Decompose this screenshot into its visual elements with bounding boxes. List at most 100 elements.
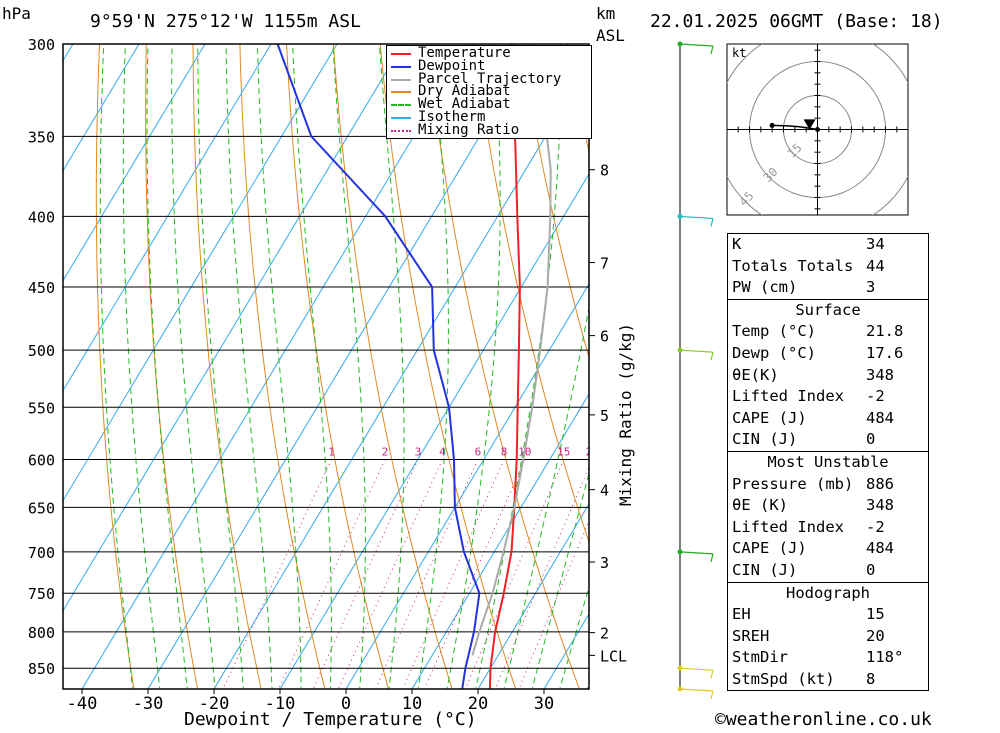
isotherm-line (279, 173, 589, 689)
height-tick-label: 5 (600, 407, 609, 425)
wind-barb (679, 688, 714, 700)
legend-entry: Parcel Trajectory (387, 70, 587, 87)
hodograph-title: Hodograph (786, 583, 870, 602)
mu-li-label: Lifted Index (732, 517, 844, 536)
isotherm-line (81, 44, 470, 689)
mixing-ratio-label: 2 (382, 445, 389, 458)
pressure-tick-label: 800 (28, 624, 55, 642)
mixing-ratio-label: 6 (475, 445, 482, 458)
mixing-ratio-axis-label: Mixing Ratio (g/kg) (616, 322, 635, 506)
isotherm-line (0, 44, 7, 689)
pressure-unit-label: hPa (2, 4, 31, 23)
copyright-link[interactable]: ©weatheronline.co.uk (715, 709, 932, 730)
wind-barb (679, 349, 714, 361)
wet-adiabat-line (378, 44, 405, 689)
stmdir-value: 118° (866, 648, 904, 667)
dry-adiabat-line (473, 44, 589, 544)
isotherm-line (63, 44, 140, 172)
wet-adiabat-line (531, 470, 589, 689)
pressure-tick-label: 850 (28, 660, 55, 678)
pressure-tick-label: 550 (28, 399, 55, 417)
sfc-li-label: Lifted Index (732, 387, 844, 406)
pw-label: PW (cm) (732, 278, 798, 297)
dry-adiabat-line (520, 44, 589, 360)
dry-adiabat-line (95, 44, 135, 689)
legend-entry: Dewpoint (387, 59, 587, 73)
wind-barb (679, 215, 714, 227)
dry-adiabat-line (192, 44, 262, 689)
sfc-dewp-label: Dewp (°C) (732, 343, 816, 362)
dry-adiabat-line (239, 44, 326, 689)
hodograph-trace (772, 124, 818, 131)
legend-label: Mixing Ratio (418, 121, 520, 138)
mu-cape-label: CAPE (J) (732, 539, 807, 558)
pressure-tick-label: 650 (28, 499, 55, 517)
legend-label: Parcel Trajectory (418, 70, 562, 87)
legend-entry: Wet Adiabat (387, 97, 587, 111)
sfc-cape-value: 484 (866, 408, 894, 427)
legend-label: Isotherm (418, 109, 486, 125)
k-label: K (732, 235, 742, 253)
wet-adiabat-line (197, 44, 244, 689)
mixing-ratio-label: 4 (439, 445, 446, 458)
pressure-tick-label: 400 (28, 208, 55, 226)
height-tick-label: LCL (600, 647, 627, 665)
hodograph-trace-end (769, 122, 775, 128)
wet-adiabat-line (292, 44, 332, 689)
datetime-title: 22.01.2025 06GMT (Base: 18) (650, 11, 943, 32)
legend-swatch (391, 78, 411, 81)
wet-adiabat-line (446, 44, 501, 689)
sreh-label: SREH (732, 626, 770, 645)
legend-swatch (391, 91, 411, 94)
sfc-thetae-label: θE(K) (732, 365, 779, 384)
x-tick-label: -20 (199, 694, 230, 714)
height-tick-label: 6 (600, 328, 609, 346)
sreh-value: 20 (866, 626, 885, 645)
wet-adiabat-line (417, 44, 449, 689)
dry-adiabat-line (145, 44, 199, 689)
dewpoint-series (276, 44, 481, 689)
temperature-series (488, 44, 521, 689)
eh-value: 15 (866, 605, 885, 624)
profile-series (276, 44, 552, 689)
sfc-li-value: -2 (866, 387, 885, 406)
legend-entry: Isotherm (387, 109, 587, 125)
height-tick-label: 2 (600, 625, 609, 643)
mu-pressure-value: 886 (866, 474, 894, 493)
hodograph-section: Hodograph EH 15 SREH 20 StmDir 118° StmSpd … (728, 581, 928, 691)
x-tick-label: 0 (341, 694, 351, 714)
legend-box: Temperature Dewpoint Parcel Trajectory Dry … (386, 45, 592, 139)
legend-swatch (391, 65, 411, 68)
sfc-temp-label: Temp (°C) (732, 322, 816, 341)
legend-swatch (391, 129, 411, 132)
pressure-tick-label: 300 (28, 36, 55, 54)
legend-label: Temperature (418, 45, 511, 61)
mixing-ratio-line (375, 459, 479, 689)
sfc-cin-label: CIN (J) (732, 430, 798, 449)
totals-label: Totals Totals (732, 256, 854, 275)
pressure-tick-label: 500 (28, 342, 55, 360)
plot-border (62, 43, 590, 690)
legend-swatch (391, 104, 411, 107)
x-axis-label: Dewpoint / Temperature (°C) (184, 709, 477, 730)
mixing-ratio-line (424, 459, 526, 689)
surface-section: Surface Temp (°C) 21.8 Dewp (°C) 17.6 θE(K… (728, 298, 928, 451)
wind-barb-column (677, 41, 714, 700)
location-title: 9°59'N 275°12'W 1155m ASL (90, 11, 361, 32)
legend-entry: Temperature (387, 45, 587, 61)
legend-entry: Mixing Ratio (387, 121, 587, 138)
mu-thetae-value: 348 (866, 496, 894, 515)
wind-barb (679, 43, 714, 55)
height-tick-label: 4 (600, 482, 609, 500)
height-unit-km: km (596, 4, 616, 23)
wind-barb (679, 551, 714, 562)
pressure-tick-label: 700 (28, 544, 55, 562)
mixing-ratio-line (278, 459, 386, 689)
dry-adiabat-line (942, 44, 1000, 689)
isotherm-line (63, 44, 338, 502)
isotherm-line (63, 44, 206, 282)
x-tick-label: -10 (265, 694, 296, 714)
